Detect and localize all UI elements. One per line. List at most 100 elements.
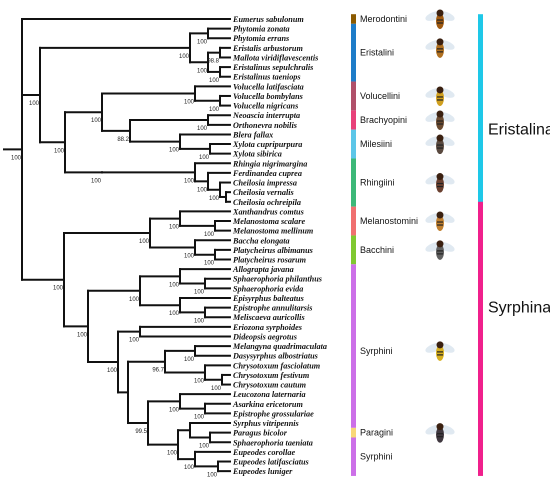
hoverfly-syrphini-icon [425, 341, 455, 361]
taxon-label: Platycheirus albimanus [233, 246, 313, 255]
support-value: 100 [129, 297, 140, 303]
fly-icons [425, 9, 455, 443]
taxon-label: Dideopsis aegrotus [232, 332, 297, 341]
support-value: 96.7 [152, 368, 164, 374]
support-value: 100 [194, 290, 205, 296]
taxon-label: Sphaerophoria philanthus [233, 275, 322, 284]
support-value: 100 [194, 415, 205, 421]
taxon-label: Baccha elongata [232, 236, 290, 245]
taxon-label: Orthonevra nobilis [233, 121, 297, 130]
support-value: 100 [91, 178, 102, 184]
tribe-label: Syrphini [360, 452, 393, 462]
support-value: 100 [179, 54, 190, 60]
support-value: 100 [184, 178, 195, 184]
support-value: 100 [11, 155, 22, 161]
tribe-bar [351, 81, 356, 111]
hoverfly-paragini-icon [425, 423, 455, 443]
taxon-label: Chrysotoxum festivum [233, 371, 309, 380]
support-values: 100 98.8 100 100 100 100 100 100 100 100 88.2 100 10… [11, 39, 222, 478]
tribe-label: Milesiini [360, 139, 392, 149]
support-value: 100 [197, 39, 208, 45]
support-value: 100 [209, 107, 220, 113]
support-value: 100 [107, 368, 118, 374]
taxon-label: Eumerus sabulonum [232, 15, 304, 24]
tribe-label: Syrphini [360, 346, 393, 356]
hoverfly-bacchini-icon [425, 240, 455, 260]
taxon-label: Eristalis arbustorum [232, 44, 303, 53]
tribe-bar [351, 110, 356, 130]
support-value: 100 [197, 126, 208, 132]
taxon-label: Syrphus vitripennis [233, 419, 299, 428]
tribe-bar [351, 427, 356, 438]
support-value: 100 [169, 282, 180, 288]
taxon-label: Phytomia errans [233, 34, 289, 43]
taxon-label: Eristalinus taeniops [232, 73, 301, 82]
tribe-bar [351, 158, 356, 207]
tribe-label: Merodontini [360, 14, 407, 24]
taxon-label: Volucella latifasciata [233, 82, 304, 91]
tribe-bar [351, 23, 356, 82]
support-value: 100 [209, 78, 220, 84]
taxon-label: Volucella bombylans [233, 92, 303, 101]
support-value: 88.2 [117, 137, 129, 143]
support-value: 100 [169, 225, 180, 231]
taxon-label: Rhingia nigrimargina [232, 159, 307, 168]
taxon-label: Leucozona laternaria [232, 390, 306, 399]
tribe-bar [351, 206, 356, 236]
taxon-label: Dasysyrphus albostriatus [232, 352, 318, 361]
taxon-label: Eristalinus sepulchralis [232, 63, 313, 72]
hoverfly-volucellini-icon [425, 86, 455, 106]
taxon-label: Eriozona syrphoides [232, 323, 302, 332]
hoverfly-brachyopini-icon [425, 110, 455, 131]
support-value: 100 [77, 332, 88, 338]
hoverfly-rhingiini-icon [425, 173, 455, 193]
support-value: 100 [204, 261, 215, 267]
support-value: 100 [169, 407, 180, 413]
support-value: 100 [139, 239, 150, 245]
taxon-label: Sphaerophoria evida [233, 284, 303, 293]
support-value: 100 [194, 379, 205, 385]
taxon-label: Melanostoma scalare [232, 217, 305, 226]
support-value: 100 [209, 196, 220, 202]
support-value: 100 [204, 232, 215, 238]
taxon-label: Xylota cupripurpura [232, 140, 302, 149]
support-value: 100 [53, 286, 64, 292]
tribe-bar [351, 235, 356, 265]
subfamily-bar [478, 201, 483, 476]
support-value: 100 [199, 155, 210, 161]
taxon-label: Xanthandrus comtus [232, 207, 304, 216]
taxon-label: Epistrophe grossulariae [232, 409, 314, 418]
taxon-label: Sphaerophoria taeniata [233, 438, 313, 447]
taxon-label: Mallota viridiflavescentis [232, 53, 318, 62]
tribe-label: Volucellini [360, 91, 400, 101]
taxon-label: Xylota sibirica [232, 150, 282, 159]
taxon-label: Phytomia zonata [233, 25, 290, 34]
support-value: 100 [199, 443, 210, 449]
taxon-label: Eupeodes luniger [232, 467, 293, 476]
support-value: 100 [184, 357, 195, 363]
tribe-bar [351, 14, 356, 24]
taxon-label: Eupeodes corollae [232, 448, 295, 457]
taxon-label: Neoascia interrupta [232, 111, 300, 120]
subfamily-annotations: Eristalinae Syrphinae [478, 14, 550, 476]
taxon-label: Epistrophe annulitarsis [232, 304, 312, 313]
subfamily-label: Eristalinae [488, 122, 550, 139]
taxon-label: Melanostoma mellinum [232, 227, 313, 236]
taxon-label: Paragus bicolor [233, 429, 288, 438]
support-value: 100 [54, 148, 65, 154]
support-value: 98.8 [207, 59, 219, 65]
taxon-label: Meliscaeva auricollis [232, 313, 305, 322]
tribe-annotations: Merodontini Eristalini Volucellini Brachyop… [351, 14, 418, 476]
taxon-label: Cheilosia ochreipila [233, 198, 301, 207]
support-value: 100 [169, 311, 180, 317]
taxon-label: Allograpta javana [232, 265, 294, 274]
tribe-bar [351, 437, 356, 476]
hoverfly-eristalini-icon [425, 38, 455, 58]
taxon-label: Cheilosia vernalis [233, 188, 294, 197]
tribe-label: Melanostomini [360, 216, 418, 226]
support-value: 100 [91, 118, 102, 124]
taxon-label: Eupeodes latifasciatus [232, 458, 309, 467]
taxon-label: Chrysotoxum cautum [233, 381, 306, 390]
